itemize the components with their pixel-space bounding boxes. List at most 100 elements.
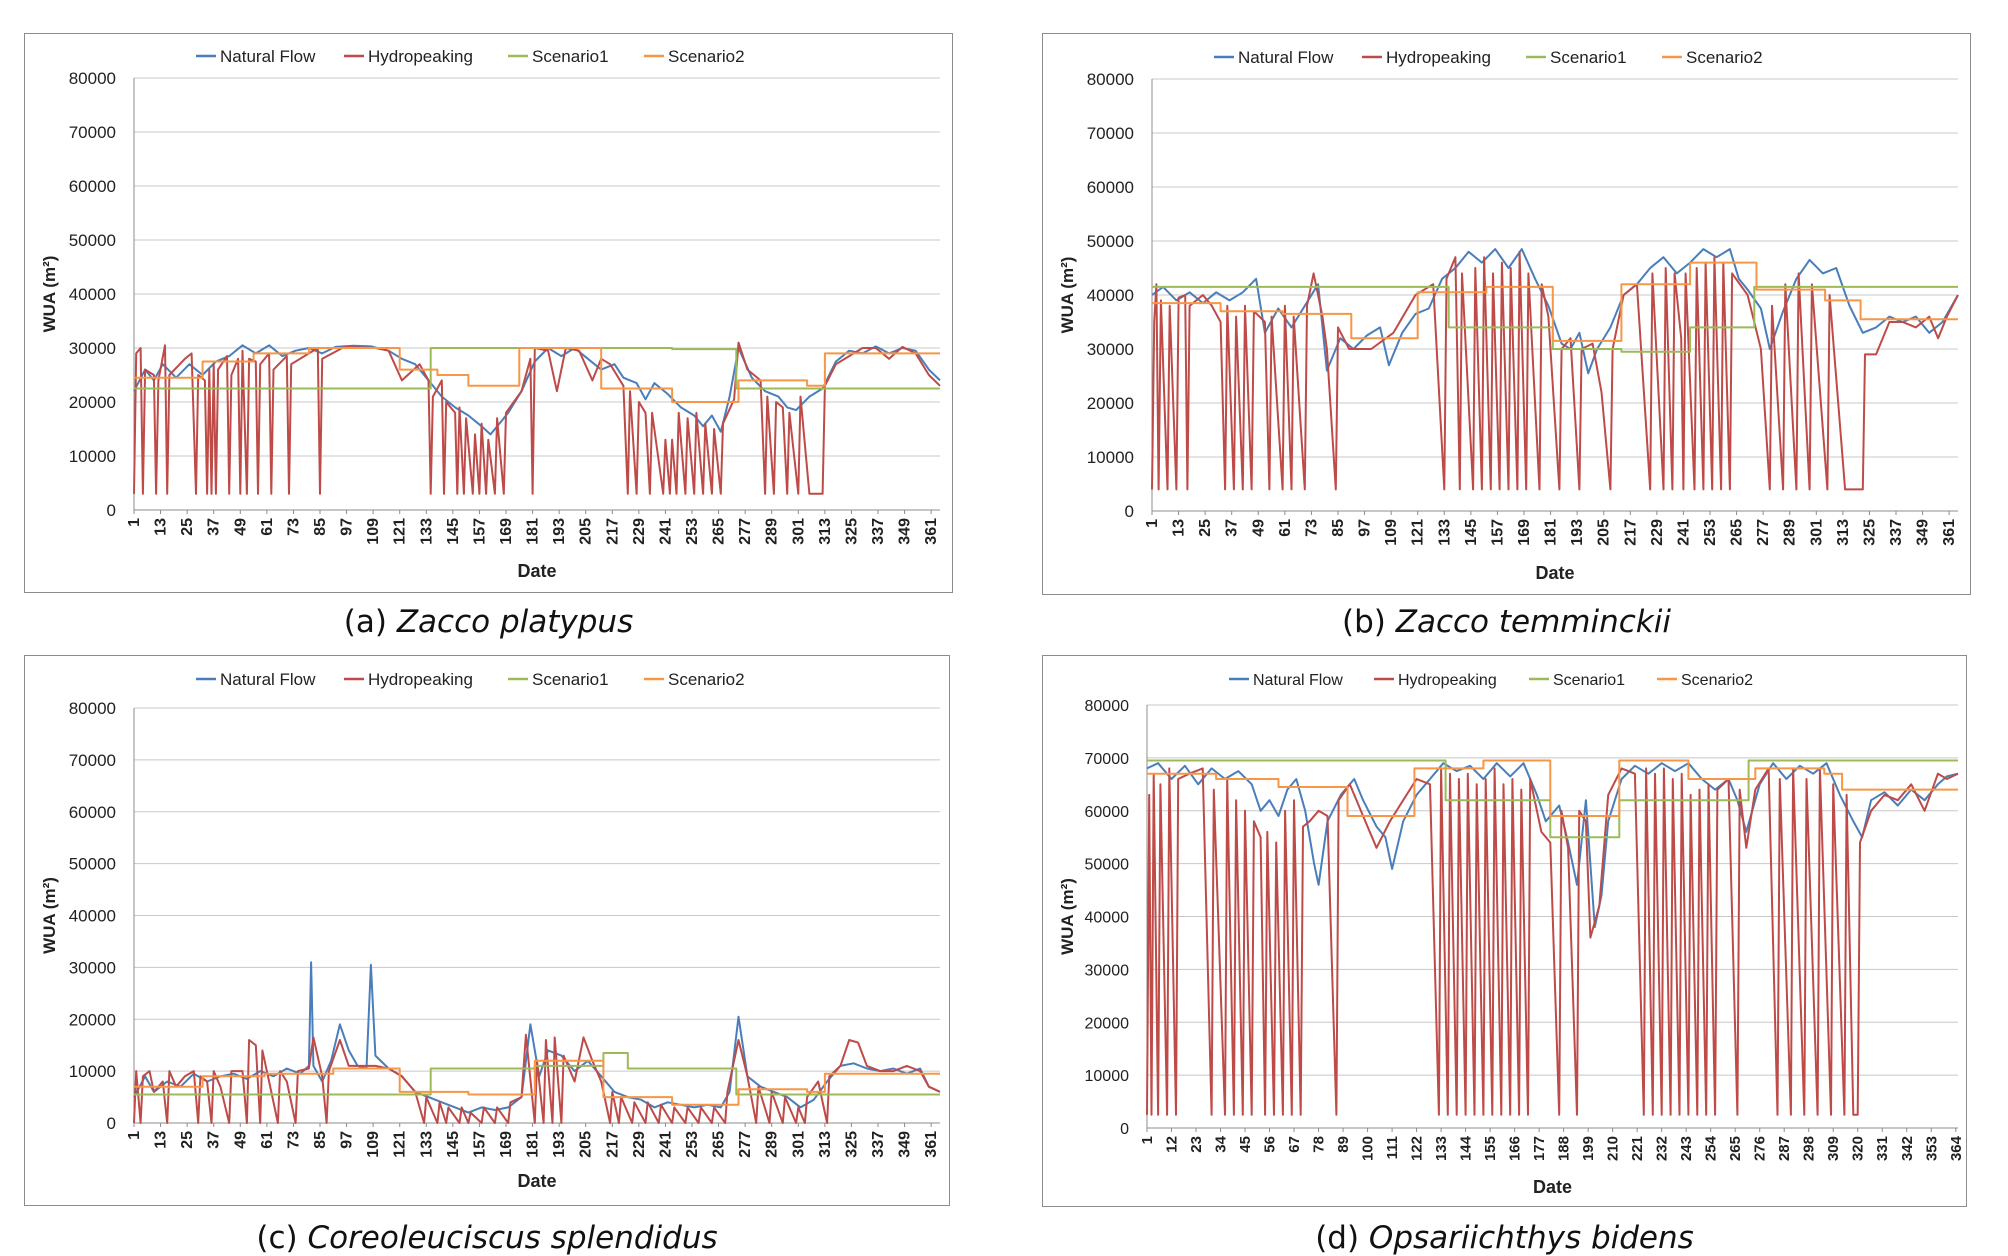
- caption-d-species: Opsariichthys bidens: [1368, 1220, 1694, 1256]
- x-tick-label: 337: [870, 1131, 887, 1158]
- x-tick-label: 133: [418, 518, 435, 545]
- y-tick-label: 70000: [1085, 751, 1130, 768]
- x-axis-label: Date: [517, 1171, 556, 1191]
- x-tick-label: 109: [1383, 519, 1400, 546]
- series-line-natural-flow: [1146, 762, 1959, 929]
- x-tick-label: 217: [604, 1131, 621, 1158]
- x-tick-label: 241: [657, 518, 674, 545]
- x-tick-label: 325: [843, 1131, 860, 1158]
- x-tick-label: 133: [418, 1131, 435, 1158]
- x-tick-label: 13: [1171, 519, 1188, 537]
- x-tick-label: 1: [126, 518, 143, 527]
- x-tick-label: 361: [923, 1131, 940, 1158]
- y-tick-label: 10000: [1087, 448, 1134, 467]
- y-tick-label: 20000: [1085, 1015, 1130, 1032]
- chart-panel-a: 0 10000 20000 30000 40000 50000 60000 70000 8000…: [24, 33, 953, 593]
- series-line-scenario2: [1147, 759, 1958, 817]
- x-tick-label: 13: [153, 518, 170, 536]
- x-tick-label: 181: [525, 518, 542, 545]
- y-tick-label: 0: [107, 1114, 116, 1133]
- legend-label: Natural Flow: [220, 47, 316, 66]
- x-tick-label: 169: [1516, 519, 1533, 546]
- x-tick-label: 349: [897, 1131, 914, 1158]
- x-tick-label: 181: [1543, 519, 1560, 546]
- legend-label: Scenario1: [1550, 48, 1627, 67]
- caption-a: (a) Zacco platypus: [24, 604, 953, 640]
- x-tick-label: 325: [1861, 519, 1878, 546]
- x-tick-label: 253: [1702, 519, 1719, 546]
- x-tick-label: 276: [1752, 1136, 1769, 1161]
- x-tick-label: 133: [1433, 1136, 1450, 1161]
- legend-label: Hydropeaking: [1386, 48, 1491, 67]
- y-tick-label: 70000: [1087, 124, 1134, 143]
- legend-label: Scenario2: [1681, 672, 1753, 689]
- x-tick-label: 73: [285, 1131, 302, 1149]
- x-tick-label: 85: [1330, 519, 1347, 537]
- series-line-hydropeaking: [133, 1033, 941, 1124]
- x-tick-label: 313: [817, 518, 834, 545]
- x-tick-label: 145: [445, 518, 462, 545]
- x-tick-label: 229: [631, 518, 648, 545]
- y-tick-label: 30000: [69, 339, 116, 358]
- caption-b-label: (b): [1342, 604, 1396, 640]
- legend-label: Scenario1: [1553, 672, 1625, 689]
- x-tick-label: 121: [392, 1131, 409, 1158]
- y-tick-label: 0: [107, 501, 116, 520]
- y-tick-label: 50000: [1085, 857, 1130, 874]
- x-tick-label: 49: [232, 518, 249, 536]
- x-tick-label: 25: [179, 1131, 196, 1149]
- x-tick-label: 325: [843, 518, 860, 545]
- x-tick-label: 111: [1384, 1136, 1401, 1159]
- y-tick-label: 80000: [69, 69, 116, 88]
- y-tick-label: 40000: [1085, 910, 1130, 927]
- x-tick-label: 217: [604, 518, 621, 545]
- x-tick-label: 25: [1197, 519, 1214, 537]
- x-tick-label: 25: [179, 518, 196, 536]
- x-tick-label: 37: [1224, 519, 1241, 537]
- series-line-scenario2: [1152, 261, 1958, 342]
- x-tick-label: 277: [737, 1131, 754, 1158]
- legend-label: Natural Flow: [1253, 672, 1343, 689]
- x-tick-label: 205: [1596, 519, 1613, 546]
- legend-label: Scenario2: [668, 47, 745, 66]
- series-line-scenario1: [134, 1052, 940, 1096]
- legend-label: Scenario2: [1686, 48, 1763, 67]
- x-tick-label: 1: [1144, 519, 1161, 528]
- x-tick-label: 166: [1507, 1136, 1524, 1161]
- series-line-scenario1: [1147, 759, 1958, 839]
- legend-label: Scenario1: [532, 47, 609, 66]
- caption-b-species: Zacco temminckii: [1395, 604, 1671, 640]
- legend-label: Scenario1: [532, 670, 609, 689]
- y-tick-label: 80000: [1087, 70, 1134, 89]
- y-axis-label: WUA (m²): [1058, 878, 1077, 955]
- series-line-hydropeaking: [1146, 767, 1959, 1116]
- x-axis-label: Date: [1535, 563, 1574, 583]
- x-tick-label: 193: [551, 518, 568, 545]
- caption-c-label: (c): [256, 1220, 308, 1256]
- x-tick-label: 145: [1463, 519, 1480, 546]
- x-tick-label: 243: [1678, 1136, 1695, 1161]
- x-tick-label: 193: [551, 1131, 568, 1158]
- series-line-hydropeaking: [1151, 250, 1959, 491]
- x-tick-label: 361: [1941, 519, 1958, 546]
- x-tick-label: 177: [1531, 1136, 1548, 1161]
- x-tick-label: 89: [1335, 1136, 1352, 1153]
- y-tick-label: 20000: [69, 393, 116, 412]
- x-tick-label: 23: [1188, 1136, 1205, 1153]
- x-tick-label: 337: [870, 518, 887, 545]
- x-tick-label: 109: [365, 518, 382, 545]
- x-tick-label: 133: [1436, 519, 1453, 546]
- series-line-scenario2: [134, 1059, 940, 1106]
- x-tick-label: 37: [206, 518, 223, 536]
- x-tick-label: 265: [711, 518, 728, 545]
- x-tick-label: 37: [206, 1131, 223, 1149]
- x-tick-label: 342: [1899, 1136, 1916, 1161]
- x-tick-label: 241: [1675, 519, 1692, 546]
- y-axis-label: WUA (m²): [40, 877, 59, 954]
- legend-label: Hydropeaking: [1398, 672, 1497, 689]
- y-tick-label: 10000: [1085, 1068, 1130, 1085]
- x-tick-label: 265: [711, 1131, 728, 1158]
- x-tick-label: 144: [1458, 1135, 1475, 1161]
- x-tick-label: 298: [1801, 1136, 1818, 1161]
- x-tick-label: 1: [1139, 1136, 1156, 1144]
